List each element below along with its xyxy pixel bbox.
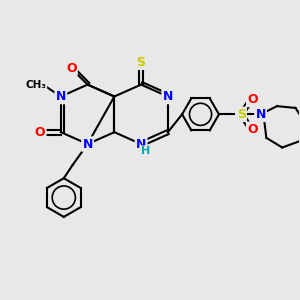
Text: N: N [136,138,146,151]
Text: S: S [136,56,146,69]
Text: N: N [255,108,266,121]
Text: CH₃: CH₃ [25,80,46,90]
Text: O: O [35,126,45,139]
Text: S: S [237,108,246,121]
Text: O: O [247,93,258,106]
Text: N: N [82,138,93,151]
Text: N: N [56,90,66,103]
Text: O: O [66,62,76,75]
Text: H: H [141,146,150,157]
Text: O: O [247,123,258,136]
Text: N: N [163,90,173,103]
